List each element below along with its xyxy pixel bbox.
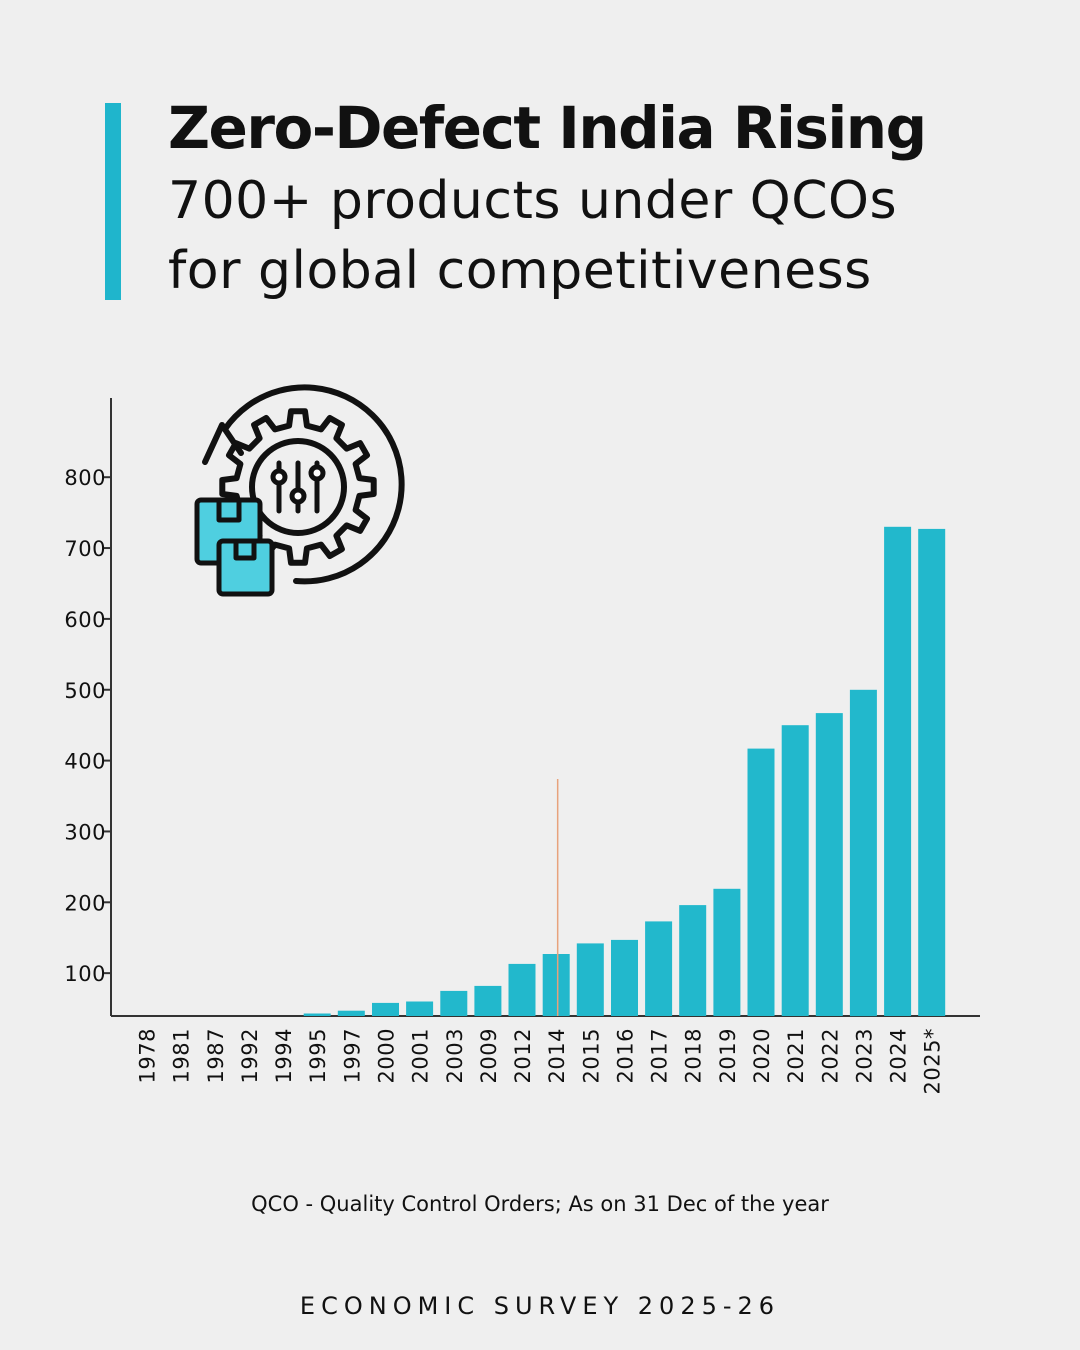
bar-2012: [508, 963, 536, 1016]
x-tick-label: 2020: [750, 1028, 774, 1083]
x-tick-label: 2023: [852, 1028, 876, 1083]
y-tick-label: 700: [64, 537, 106, 561]
x-tick-label: 2015: [579, 1028, 603, 1083]
y-axis-ticks: 100 200 300 400 500 600 700 800: [64, 466, 111, 986]
x-tick-label: 1994: [272, 1028, 296, 1083]
bar-2025: [918, 528, 946, 1016]
bar-2016: [611, 939, 638, 1016]
x-tick-label: 2017: [648, 1028, 672, 1083]
x-tick-label: 2016: [614, 1028, 638, 1083]
x-tick-label: 2012: [511, 1028, 535, 1083]
bar-2003: [440, 990, 468, 1016]
source-credit: ECONOMIC SURVEY 2025-26: [299, 1292, 781, 1320]
bar-2024: [884, 526, 912, 1016]
y-tick-label: 300: [64, 820, 106, 844]
chart-footnote: QCO - Quality Control Orders; As on 31 D…: [251, 1192, 829, 1216]
bar-2022: [815, 713, 843, 1016]
bar-2020: [747, 748, 775, 1016]
bar-2014: [542, 954, 570, 1016]
y-tick-label: 200: [64, 891, 106, 915]
chart-axes: [110, 398, 980, 1017]
y-tick-label: 800: [64, 466, 106, 490]
subtitle-line-1: 700+ products under QCOs: [168, 171, 898, 231]
x-tick-label: 1995: [306, 1028, 330, 1083]
bar-2018: [679, 905, 707, 1016]
bar-1997: [337, 1010, 365, 1016]
bar-2001: [406, 1001, 434, 1016]
x-axis-ticks: 1978 1981 1987 1992 1994 1995 1997 2000 2001 2003…: [136, 1028, 945, 1094]
bar-2019: [713, 888, 741, 1016]
bar-2009: [474, 985, 502, 1016]
bar-2015: [576, 943, 604, 1016]
subtitle-line-2: for global competitiveness: [168, 241, 872, 301]
page-subtitle: 700+ products under QCOs for global comp…: [168, 166, 897, 306]
bar-2021: [781, 725, 809, 1016]
x-tick-label: 1978: [136, 1028, 160, 1083]
x-tick-label: 1981: [170, 1028, 194, 1083]
x-tick-label: 2000: [375, 1028, 399, 1083]
x-tick-label: 2025*: [921, 1028, 945, 1094]
x-tick-label: 2001: [409, 1028, 433, 1083]
bar-2017: [645, 921, 673, 1016]
x-tick-label: 2003: [443, 1028, 467, 1083]
x-tick-label: 1987: [204, 1028, 228, 1083]
page-title: Zero-Defect India Rising: [168, 94, 927, 162]
x-tick-label: 1992: [238, 1028, 262, 1083]
x-tick-label: 2021: [784, 1028, 808, 1083]
bar-2023: [849, 689, 877, 1017]
y-tick-label: 600: [64, 608, 106, 632]
bar-2000: [372, 1002, 399, 1016]
x-tick-label: 2009: [477, 1028, 501, 1083]
y-tick-label: 500: [64, 679, 106, 703]
x-tick-label: 2019: [716, 1028, 740, 1083]
chart-bars: [303, 526, 946, 1017]
x-tick-label: 2024: [887, 1028, 911, 1083]
gear-with-boxes-icon: [194, 384, 405, 597]
x-tick-label: 2014: [545, 1028, 569, 1083]
title-accent-bar: [105, 103, 121, 300]
x-tick-label: 2018: [682, 1028, 706, 1083]
y-tick-label: 100: [64, 962, 106, 986]
x-tick-label: 2022: [818, 1028, 842, 1083]
y-tick-label: 400: [64, 750, 106, 774]
bar-1995: [303, 1013, 331, 1016]
x-tick-label: 1997: [340, 1028, 364, 1083]
